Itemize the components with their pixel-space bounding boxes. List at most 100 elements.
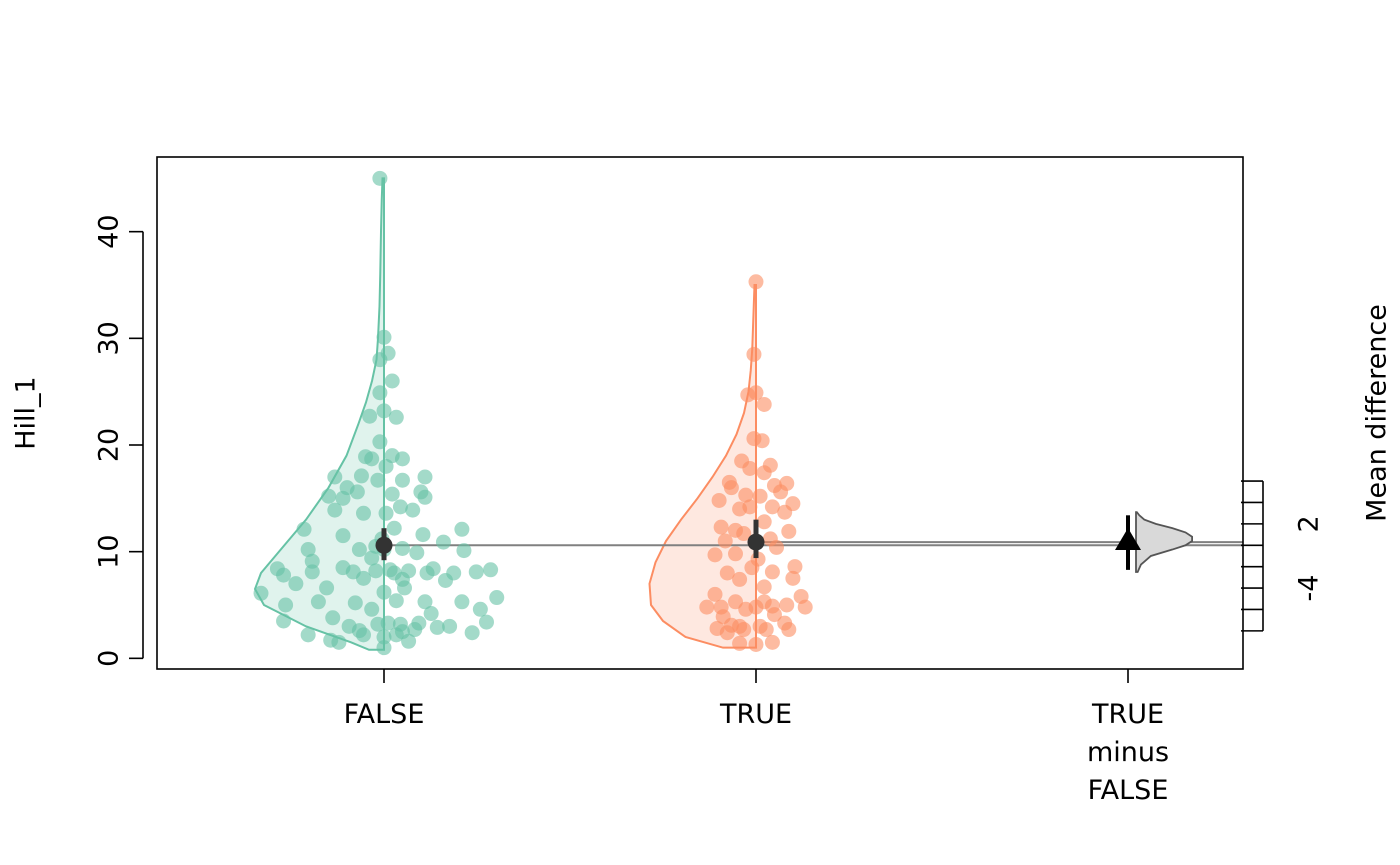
data-point — [372, 352, 388, 368]
data-point — [349, 484, 365, 500]
data-point — [304, 564, 320, 580]
data-point — [779, 597, 795, 613]
data-point — [429, 619, 445, 635]
data-point — [276, 613, 292, 629]
data-point — [288, 576, 304, 592]
data-point — [438, 572, 453, 588]
right-tick-label: 2 — [1294, 515, 1325, 532]
delta-label-line: TRUE — [1091, 699, 1164, 730]
data-point — [781, 622, 797, 638]
y-axis-title: Hill_1 — [11, 376, 42, 450]
points-layer — [253, 170, 813, 656]
data-point — [758, 622, 774, 638]
data-point — [397, 580, 412, 596]
data-point — [415, 527, 431, 543]
mean-point-true — [747, 533, 765, 551]
delta-mean-marker — [1115, 528, 1141, 551]
data-point — [362, 408, 378, 424]
data-point — [748, 385, 764, 401]
data-point — [707, 547, 723, 563]
data-point — [388, 409, 404, 425]
data-point — [736, 622, 752, 638]
data-point — [356, 505, 371, 521]
right-axis: -4 2 — [1241, 480, 1325, 632]
data-point — [738, 487, 754, 503]
data-point — [756, 579, 772, 595]
data-point — [699, 599, 715, 615]
data-point — [715, 609, 731, 625]
data-point — [748, 636, 764, 652]
data-point — [423, 606, 439, 622]
data-point — [756, 465, 772, 481]
data-point — [253, 585, 269, 601]
data-point — [331, 634, 347, 650]
data-point — [717, 533, 733, 549]
data-point — [711, 492, 727, 508]
data-point — [335, 490, 351, 506]
data-point — [489, 590, 505, 606]
data-point — [304, 553, 320, 569]
data-point — [370, 472, 386, 488]
data-point — [388, 593, 404, 609]
data-point — [468, 564, 484, 580]
data-point — [754, 433, 770, 449]
data-point — [407, 622, 423, 638]
data-point — [752, 488, 768, 504]
data-point — [766, 607, 782, 623]
right-axis-title: Mean difference — [1362, 304, 1393, 522]
data-point — [384, 486, 400, 502]
data-point — [356, 570, 371, 586]
data-point — [394, 540, 410, 556]
data-point — [723, 480, 739, 496]
data-point — [797, 599, 813, 615]
x-tick-label: TRUE — [719, 699, 792, 730]
data-point — [744, 560, 760, 576]
data-point — [296, 521, 312, 537]
delta-distribution — [1135, 511, 1193, 573]
data-point — [378, 505, 394, 521]
data-point — [719, 565, 735, 581]
x-axis: FALSE TRUE TRUE minus FALSE — [344, 669, 1169, 806]
data-point — [419, 565, 435, 581]
data-point — [742, 460, 758, 476]
y-tick-label: 40 — [94, 214, 125, 248]
data-point — [454, 521, 470, 537]
data-point — [325, 610, 341, 626]
right-tick-label: -4 — [1294, 575, 1325, 602]
data-point — [785, 570, 801, 586]
data-point — [756, 396, 772, 412]
data-point — [321, 488, 337, 504]
data-point — [748, 599, 764, 615]
data-point — [310, 594, 326, 610]
data-point — [736, 526, 752, 542]
data-point — [376, 629, 392, 645]
data-point — [707, 586, 723, 602]
data-point — [384, 373, 400, 389]
data-point — [781, 523, 797, 539]
data-point — [777, 504, 793, 520]
data-point — [372, 385, 388, 401]
data-point — [372, 170, 388, 186]
data-point — [394, 451, 410, 467]
data-point — [483, 562, 499, 578]
data-point — [405, 502, 421, 518]
data-point — [327, 502, 343, 518]
data-point — [364, 550, 380, 566]
data-point — [732, 635, 748, 651]
data-point — [764, 499, 780, 515]
data-point — [300, 542, 316, 558]
data-point — [435, 534, 451, 550]
data-point — [300, 627, 316, 643]
data-point — [353, 468, 369, 484]
data-point — [764, 564, 780, 580]
data-point — [378, 458, 394, 474]
data-point — [728, 546, 743, 562]
delta-label-line: FALSE — [1088, 775, 1169, 806]
data-point — [472, 601, 488, 617]
data-point — [756, 514, 772, 530]
violins-layer — [253, 177, 757, 651]
x-tick-label: FALSE — [344, 699, 425, 730]
data-point — [376, 640, 392, 656]
plot-frame — [156, 156, 1244, 670]
data-point — [719, 625, 735, 641]
